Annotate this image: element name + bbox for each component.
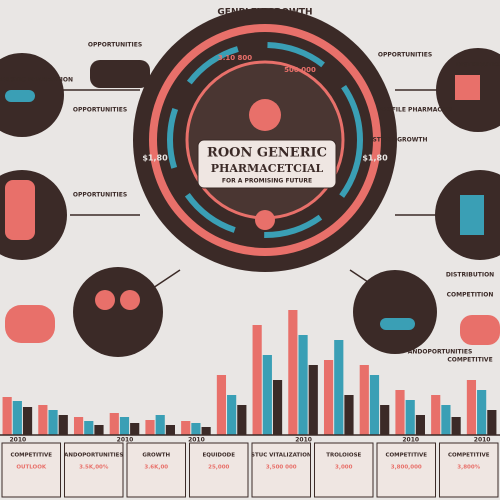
bar <box>308 365 318 435</box>
bar <box>38 405 48 435</box>
bar <box>252 325 262 435</box>
bar <box>48 410 58 435</box>
bar <box>323 360 334 435</box>
value: 500 000 <box>284 66 316 74</box>
footer-sub: 3,800% <box>457 465 480 471</box>
bar <box>22 407 33 435</box>
footer-sub: 3.5K,00% <box>79 465 109 471</box>
bar <box>395 390 405 435</box>
footer-title: EQUIDODE <box>202 453 235 459</box>
label: OPPORTUNITIES <box>378 52 432 59</box>
bar <box>84 421 94 435</box>
bar <box>262 355 272 435</box>
label: ANDOPORTUNITIES <box>408 349 473 356</box>
bar <box>466 380 477 435</box>
bar <box>344 395 354 435</box>
footer-box <box>439 442 499 498</box>
bar <box>415 415 425 435</box>
bar <box>58 415 68 435</box>
bar <box>216 375 227 435</box>
footer-sub: 3,800,000 <box>391 465 422 471</box>
footer-title: COMPETITIVE <box>10 453 52 459</box>
footer-box <box>314 442 374 498</box>
footer-sub: OUTLOOK <box>16 465 47 471</box>
side-circles <box>0 48 500 357</box>
bar <box>334 340 344 435</box>
bar <box>155 415 165 435</box>
ring <box>149 24 381 256</box>
bar <box>73 417 84 435</box>
footer-sub: 25,000 <box>208 465 229 471</box>
label: OPPORTUNITIES <box>73 107 127 114</box>
bar <box>487 410 497 435</box>
bar <box>237 405 247 435</box>
x-tick-label: 2010 <box>10 437 27 444</box>
center-line: PHARMACETCIAL <box>211 162 324 175</box>
x-tick-label: 2010 <box>295 437 312 444</box>
bar <box>298 335 308 435</box>
footer-box <box>1 442 61 498</box>
footer-title: STUC VITALIZATION <box>251 453 312 459</box>
label: COMPETITIVE <box>447 357 492 364</box>
footer-title: COMPETITIVE <box>448 453 490 459</box>
x-tick-label: 2010 <box>402 437 419 444</box>
value: $1,80 <box>142 154 168 163</box>
label: DISTRIBUTION <box>446 272 494 279</box>
label: OPPORTUNITIES <box>88 42 142 49</box>
bar <box>119 417 130 435</box>
label: PROBUSTIC PHARMATION <box>0 77 73 84</box>
label: DISTRIBUTION <box>456 62 500 69</box>
center-sub: FOR A PROMISING FUTURE <box>222 178 312 185</box>
footer-title: ANDOPORTUNITIES <box>64 453 123 459</box>
bar <box>359 365 369 435</box>
bar <box>441 405 451 435</box>
footer-sub: 3,000 <box>335 465 353 471</box>
bar <box>165 425 175 435</box>
footer-title: COMPETITIVE <box>385 453 427 459</box>
bar <box>130 423 140 435</box>
footer-box <box>64 442 124 498</box>
value: $1,80 <box>362 154 388 163</box>
bar <box>181 421 191 435</box>
bar <box>369 375 380 435</box>
bar <box>94 425 104 435</box>
center-box <box>197 139 337 189</box>
bar <box>109 413 119 435</box>
bar <box>288 310 298 435</box>
center-line: ROON GENERIC <box>207 146 327 161</box>
bar <box>431 395 441 435</box>
value: 3.10 800 <box>218 54 252 62</box>
footer-title: TROLOIOSE <box>326 453 361 459</box>
ring <box>167 42 363 238</box>
footer-sub: 3.6K,00 <box>144 465 168 471</box>
label: COMPETITION <box>447 292 494 299</box>
bar <box>145 420 155 435</box>
bar <box>451 417 461 435</box>
x-tick-label: 2010 <box>474 437 491 444</box>
footer-box <box>126 442 186 498</box>
label: STOCK GROWTH <box>372 137 427 144</box>
bar <box>2 397 12 435</box>
bar <box>201 427 211 435</box>
x-tick-label: 2010 <box>117 437 134 444</box>
footer-box <box>251 442 311 498</box>
footer-title: GROWTH <box>142 453 170 459</box>
footer-sub: 3,500 000 <box>266 465 297 471</box>
bar <box>477 390 487 435</box>
pill-icon <box>255 210 275 230</box>
footer-box <box>376 442 436 498</box>
label: PROFILE PHARMACIES <box>378 107 453 114</box>
label: OPPORTUNITIES <box>73 192 127 199</box>
footer-box <box>189 442 249 498</box>
bar <box>227 395 237 435</box>
bar <box>380 405 390 435</box>
pill-icon <box>249 99 281 131</box>
bar <box>12 401 22 435</box>
bar <box>191 423 201 435</box>
bar <box>272 380 283 435</box>
bar <box>405 400 415 435</box>
x-tick-label: 2010 <box>188 437 205 444</box>
